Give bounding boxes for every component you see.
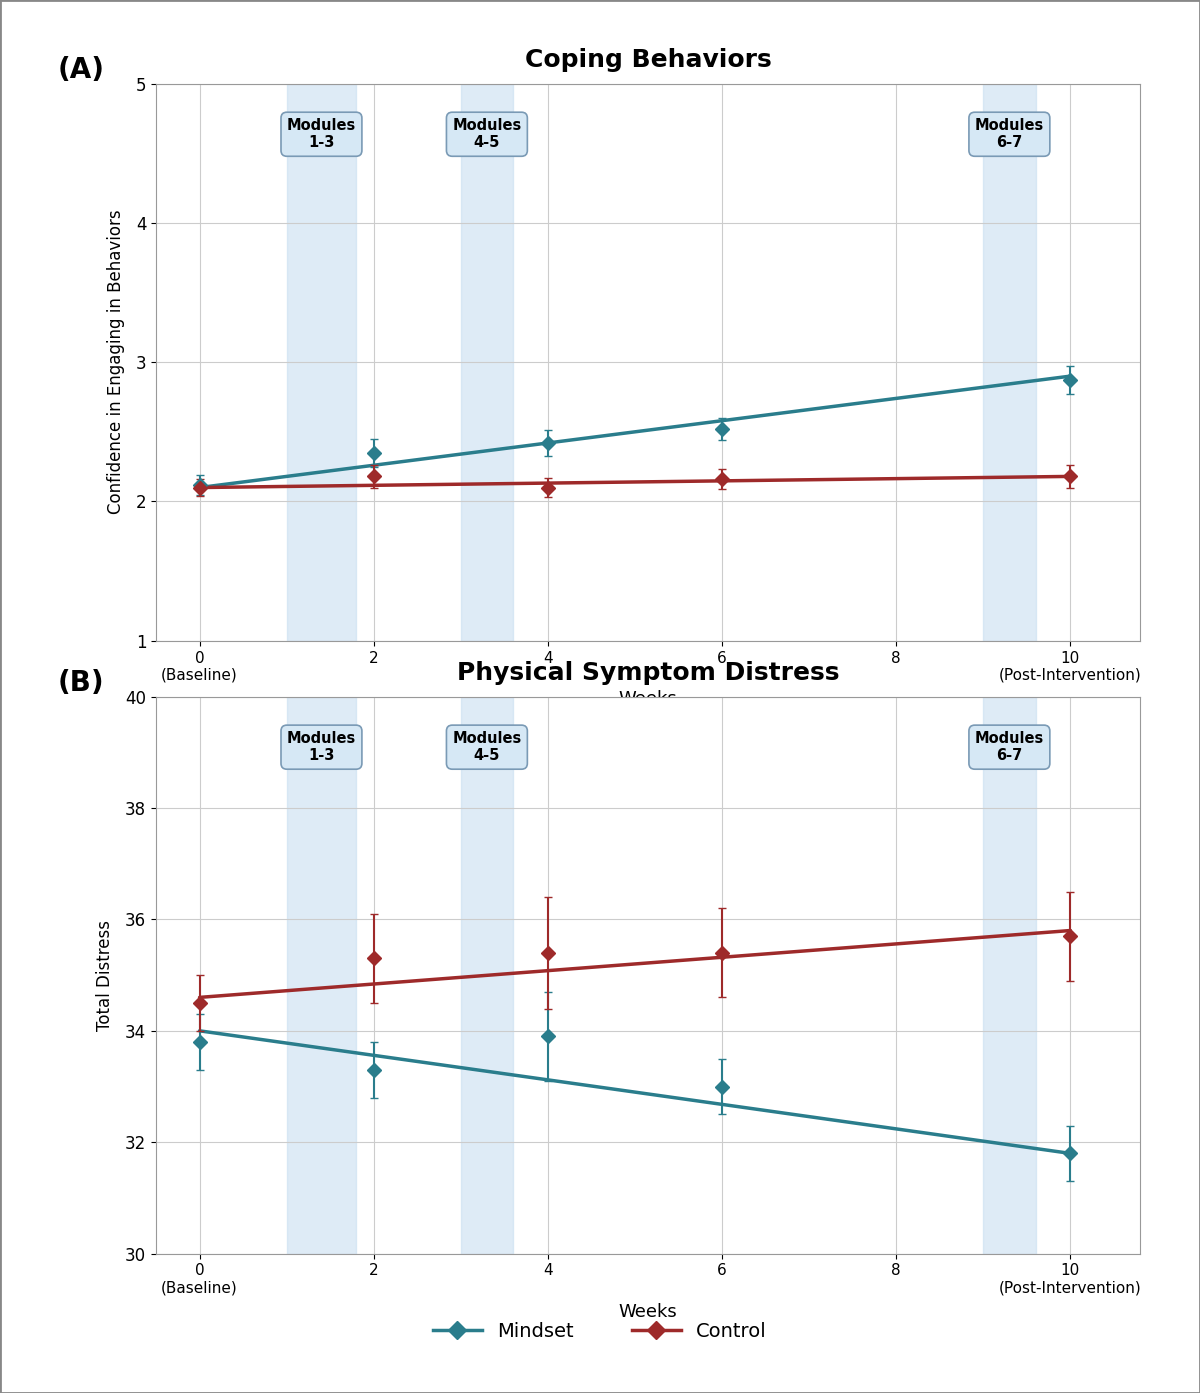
Bar bbox=[287, 696, 356, 1254]
Text: (A): (A) bbox=[58, 56, 104, 84]
Y-axis label: Confidence in Engaging in Behaviors: Confidence in Engaging in Behaviors bbox=[107, 210, 125, 514]
Bar bbox=[287, 84, 356, 641]
Text: Modules
4-5: Modules 4-5 bbox=[452, 731, 522, 763]
Bar bbox=[983, 696, 1036, 1254]
Text: Modules
1-3: Modules 1-3 bbox=[287, 118, 356, 150]
Title: Physical Symptom Distress: Physical Symptom Distress bbox=[457, 660, 839, 685]
Bar bbox=[983, 84, 1036, 641]
Text: Modules
4-5: Modules 4-5 bbox=[452, 118, 522, 150]
Title: Coping Behaviors: Coping Behaviors bbox=[524, 47, 772, 72]
Text: Modules
1-3: Modules 1-3 bbox=[287, 731, 356, 763]
Bar bbox=[461, 84, 514, 641]
Bar bbox=[461, 696, 514, 1254]
Y-axis label: Total Distress: Total Distress bbox=[96, 919, 114, 1031]
Text: (B): (B) bbox=[58, 669, 104, 696]
Legend: Mindset, Control: Mindset, Control bbox=[425, 1314, 775, 1348]
X-axis label: Weeks: Weeks bbox=[619, 690, 677, 708]
Text: Modules
6-7: Modules 6-7 bbox=[974, 118, 1044, 150]
Text: Modules
6-7: Modules 6-7 bbox=[974, 731, 1044, 763]
X-axis label: Weeks: Weeks bbox=[619, 1302, 677, 1321]
